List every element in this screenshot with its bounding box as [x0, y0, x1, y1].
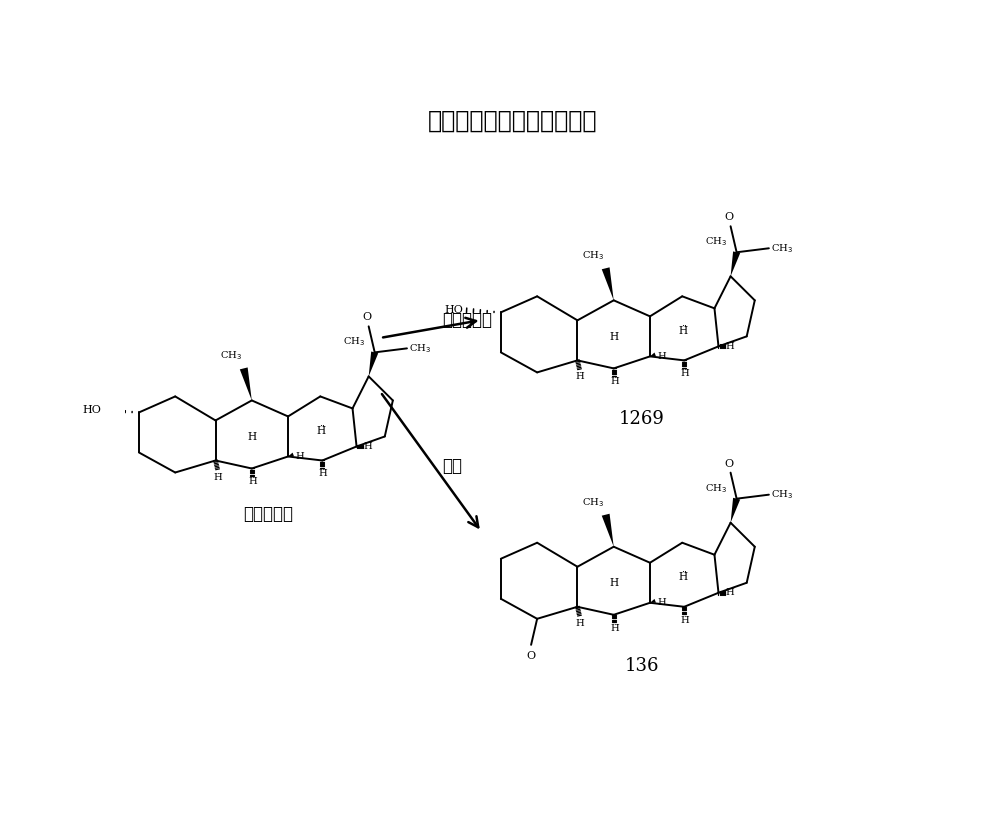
Text: Ḧ: Ḧ	[610, 378, 619, 387]
Text: Ḧ: Ḧ	[679, 326, 688, 336]
Text: O: O	[724, 459, 733, 468]
Text: Ḧ: Ḧ	[364, 442, 373, 451]
Text: 136: 136	[625, 657, 659, 675]
Polygon shape	[602, 267, 614, 301]
Text: CH$_3$: CH$_3$	[220, 350, 242, 362]
Text: CH$_3$: CH$_3$	[582, 495, 604, 509]
Text: H: H	[295, 452, 304, 461]
Text: CH$_3$: CH$_3$	[582, 250, 604, 262]
Text: Ḧ: Ḧ	[726, 342, 734, 351]
Text: Ḧ: Ḧ	[681, 616, 689, 625]
Polygon shape	[240, 368, 252, 400]
Text: 1269: 1269	[619, 410, 665, 428]
Text: H: H	[657, 352, 666, 361]
Text: Ḧ: Ḧ	[726, 588, 734, 597]
Text: CH$_3$: CH$_3$	[705, 482, 727, 495]
Text: CH$_3$: CH$_3$	[771, 488, 793, 501]
Polygon shape	[731, 498, 740, 523]
Text: Ḧ: Ḧ	[679, 572, 688, 582]
Polygon shape	[650, 599, 656, 603]
Text: Ḧ: Ḧ	[317, 426, 326, 436]
Text: CH$_3$: CH$_3$	[705, 236, 727, 248]
Text: H: H	[609, 578, 618, 588]
Text: Ḧ: Ḧ	[575, 373, 584, 382]
Polygon shape	[650, 352, 656, 356]
Text: Ḧ: Ḧ	[319, 469, 327, 478]
Text: Ḧ: Ḧ	[213, 473, 222, 482]
Text: Ḧ: Ḧ	[681, 369, 689, 378]
Text: CH$_3$: CH$_3$	[409, 342, 431, 355]
Polygon shape	[369, 351, 378, 377]
Text: O: O	[362, 312, 371, 323]
Text: 别孕烷醇酮: 别孕烷醇酮	[243, 505, 293, 523]
Polygon shape	[731, 251, 740, 276]
Polygon shape	[288, 453, 294, 456]
Text: H: H	[247, 432, 256, 442]
Text: 差向异构化: 差向异构化	[443, 310, 493, 328]
Text: O: O	[527, 651, 536, 661]
Text: Ḧ: Ḧ	[248, 477, 257, 486]
Text: Ḧ: Ḧ	[610, 623, 619, 632]
Text: CH$_3$: CH$_3$	[771, 242, 793, 255]
Text: H: H	[609, 332, 618, 342]
Text: 氧化: 氧化	[443, 457, 463, 475]
Text: HO: HO	[445, 305, 463, 315]
Polygon shape	[602, 514, 614, 547]
Text: O: O	[724, 212, 733, 222]
Text: HO: HO	[83, 405, 101, 415]
Text: H: H	[657, 599, 666, 607]
Text: Ḧ: Ḧ	[575, 619, 584, 628]
Text: 别孕烷醇酮降解过程的说明: 别孕烷醇酮降解过程的说明	[428, 109, 597, 133]
Text: CH$_3$: CH$_3$	[343, 336, 365, 348]
